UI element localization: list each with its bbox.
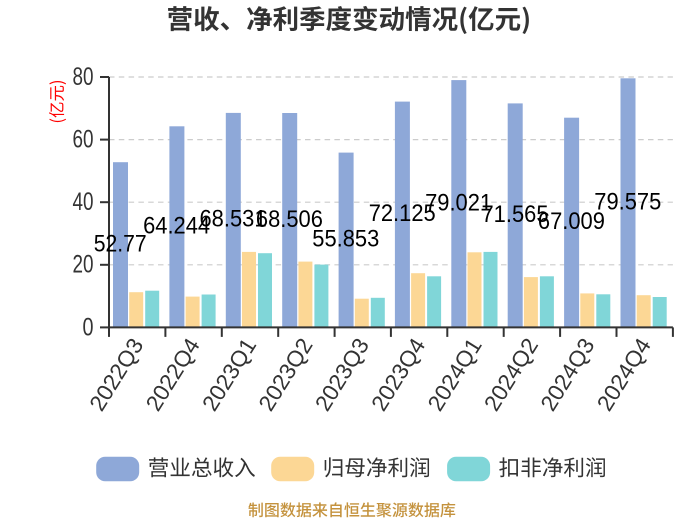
svg-text:79.021: 79.021 [425, 189, 492, 216]
svg-text:60: 60 [73, 126, 94, 154]
svg-text:68.506: 68.506 [256, 206, 323, 233]
svg-text:67.009: 67.009 [538, 208, 605, 235]
svg-text:80: 80 [73, 63, 94, 91]
svg-text:0: 0 [83, 313, 94, 341]
svg-text:68.531: 68.531 [200, 206, 267, 233]
svg-text:72.125: 72.125 [369, 200, 436, 227]
svg-text:71.565: 71.565 [482, 201, 549, 228]
svg-text:55.853: 55.853 [312, 226, 379, 253]
svg-text:20: 20 [73, 251, 94, 279]
svg-text:40: 40 [73, 188, 94, 216]
svg-text:64.244: 64.244 [143, 213, 210, 240]
svg-text:79.575: 79.575 [594, 189, 661, 216]
svg-text:52.77: 52.77 [94, 230, 147, 257]
